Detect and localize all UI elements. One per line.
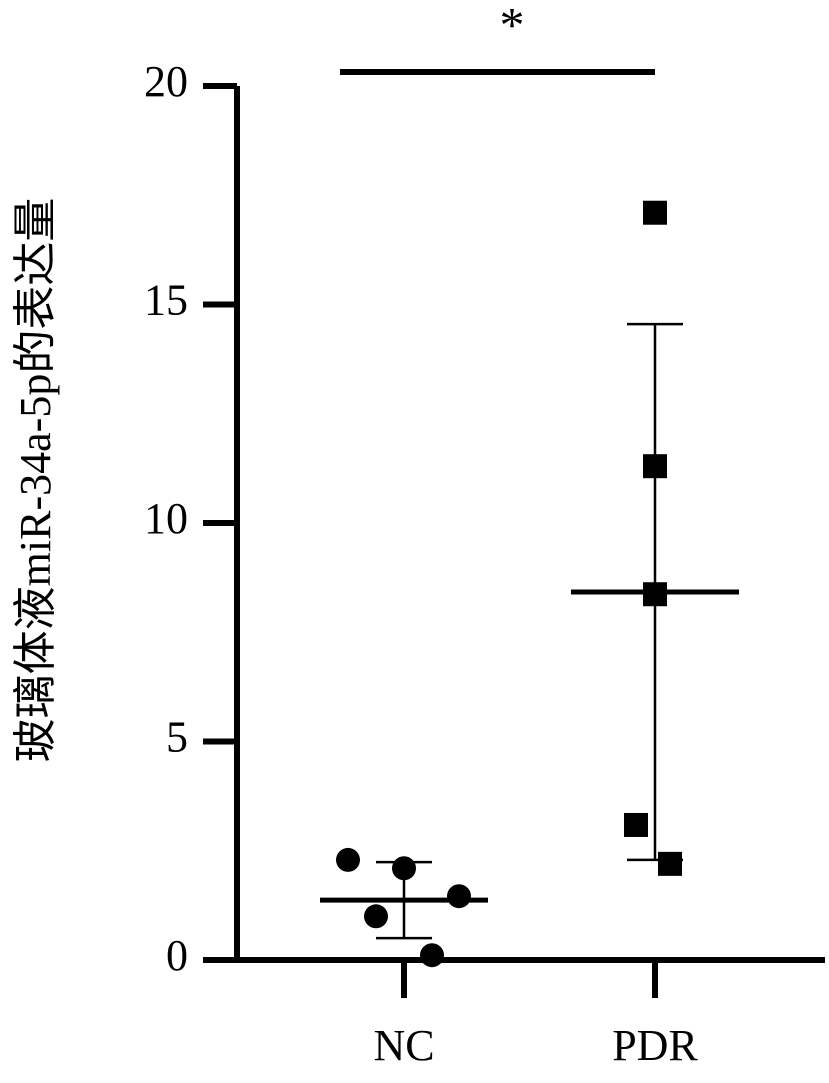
x-tick-label: PDR — [612, 1021, 698, 1070]
y-tick-label: 10 — [144, 494, 188, 543]
point — [643, 200, 667, 225]
x-tick-label: NC — [373, 1021, 434, 1070]
point — [447, 884, 471, 909]
point — [420, 943, 444, 968]
y-tick-label: 5 — [166, 713, 188, 762]
y-axis-label: 玻璃体液miR-34a-5p的表达量 — [11, 198, 60, 763]
point — [624, 812, 648, 837]
y-tick-label: 0 — [166, 931, 188, 980]
point — [658, 851, 682, 876]
y-tick-label: 20 — [144, 57, 188, 106]
point — [336, 847, 360, 872]
y-tick-label: 15 — [144, 276, 188, 325]
significance-mark: * — [500, 0, 525, 52]
point — [364, 904, 388, 929]
